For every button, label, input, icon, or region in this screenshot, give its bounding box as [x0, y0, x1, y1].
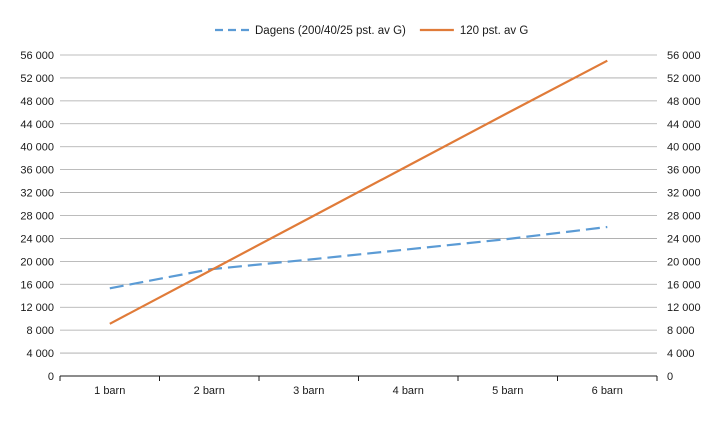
- x-tick-label: 3 barn: [293, 385, 324, 397]
- y-tick-label-left: 32 000: [20, 188, 54, 200]
- y-tick-label-left: 40 000: [20, 142, 54, 154]
- x-tick-label: 5 barn: [492, 385, 523, 397]
- y-tick-label-left: 12 000: [20, 302, 54, 314]
- y-tick-label-left: 16 000: [20, 279, 54, 291]
- y-tick-label-left: 44 000: [20, 119, 54, 131]
- y-tick-label-left: 52 000: [20, 73, 54, 85]
- gridlines: [60, 54, 657, 354]
- y-axis-left-ticks: 0 4 000 8 000 12 000 16 000 20 000 24 000 28 00…: [20, 50, 54, 383]
- y-tick-label-left: 4 000: [26, 348, 54, 360]
- y-tick-label-left: 48 000: [20, 96, 54, 108]
- y-tick-label-right: 48 000: [667, 96, 701, 108]
- legend-label-2: 120 pst. av G: [460, 25, 528, 37]
- y-tick-label-right: 8 000: [667, 325, 695, 337]
- y-tick-label-left: 24 000: [20, 233, 54, 245]
- y-tick-label-right: 56 000: [667, 50, 701, 62]
- y-tick-label-right: 52 000: [667, 73, 701, 85]
- y-tick-label-left: 36 000: [20, 165, 54, 177]
- y-tick-label-left: 56 000: [20, 50, 54, 62]
- y-tick-label-right: 0: [667, 371, 673, 383]
- chart-legend: Dagens (200/40/25 pst. av G) 120 pst. av …: [215, 25, 528, 37]
- series-line-2: [109, 59, 608, 325]
- y-tick-label-left: 8 000: [26, 325, 54, 337]
- x-tick-label: 4 barn: [393, 385, 424, 397]
- y-tick-label-right: 16 000: [667, 279, 701, 291]
- y-tick-label-right: 32 000: [667, 188, 701, 200]
- series-lines: [109, 59, 608, 325]
- y-tick-label-right: 4 000: [667, 348, 695, 360]
- y-tick-label-left: 20 000: [20, 256, 54, 268]
- x-tick-label: 6 barn: [592, 385, 623, 397]
- y-tick-label-left: 0: [48, 371, 54, 383]
- x-tick-label: 2 barn: [194, 385, 225, 397]
- y-tick-label-left: 28 000: [20, 211, 54, 223]
- x-axis-ticks: 1 barn 2 barn 3 barn 4 barn 5 barn 6 barn: [94, 385, 623, 397]
- x-tick-label: 1 barn: [94, 385, 125, 397]
- series-line-1: [109, 225, 608, 290]
- legend-label-1: Dagens (200/40/25 pst. av G): [255, 25, 406, 37]
- y-tick-label-right: 36 000: [667, 165, 701, 177]
- y-tick-label-right: 44 000: [667, 119, 701, 131]
- axes: [59, 375, 658, 381]
- y-tick-label-right: 28 000: [667, 211, 701, 223]
- y-tick-label-right: 40 000: [667, 142, 701, 154]
- y-tick-label-right: 12 000: [667, 302, 701, 314]
- y-tick-label-right: 24 000: [667, 233, 701, 245]
- y-axis-right-ticks: 0 4 000 8 000 12 000 16 000 20 000 24 000 28 00…: [667, 50, 701, 383]
- y-tick-label-right: 20 000: [667, 256, 701, 268]
